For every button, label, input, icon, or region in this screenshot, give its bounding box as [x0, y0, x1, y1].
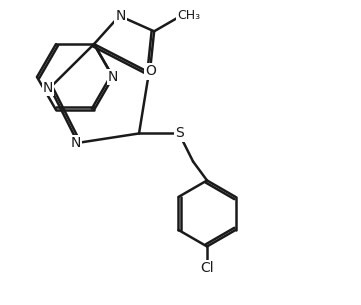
Text: N: N: [43, 81, 53, 95]
Text: S: S: [175, 127, 183, 141]
Text: O: O: [145, 64, 156, 78]
Text: N: N: [108, 70, 118, 84]
Text: N: N: [115, 9, 126, 23]
Text: N: N: [71, 136, 81, 150]
Text: Cl: Cl: [200, 261, 214, 275]
Text: CH₃: CH₃: [177, 9, 200, 22]
